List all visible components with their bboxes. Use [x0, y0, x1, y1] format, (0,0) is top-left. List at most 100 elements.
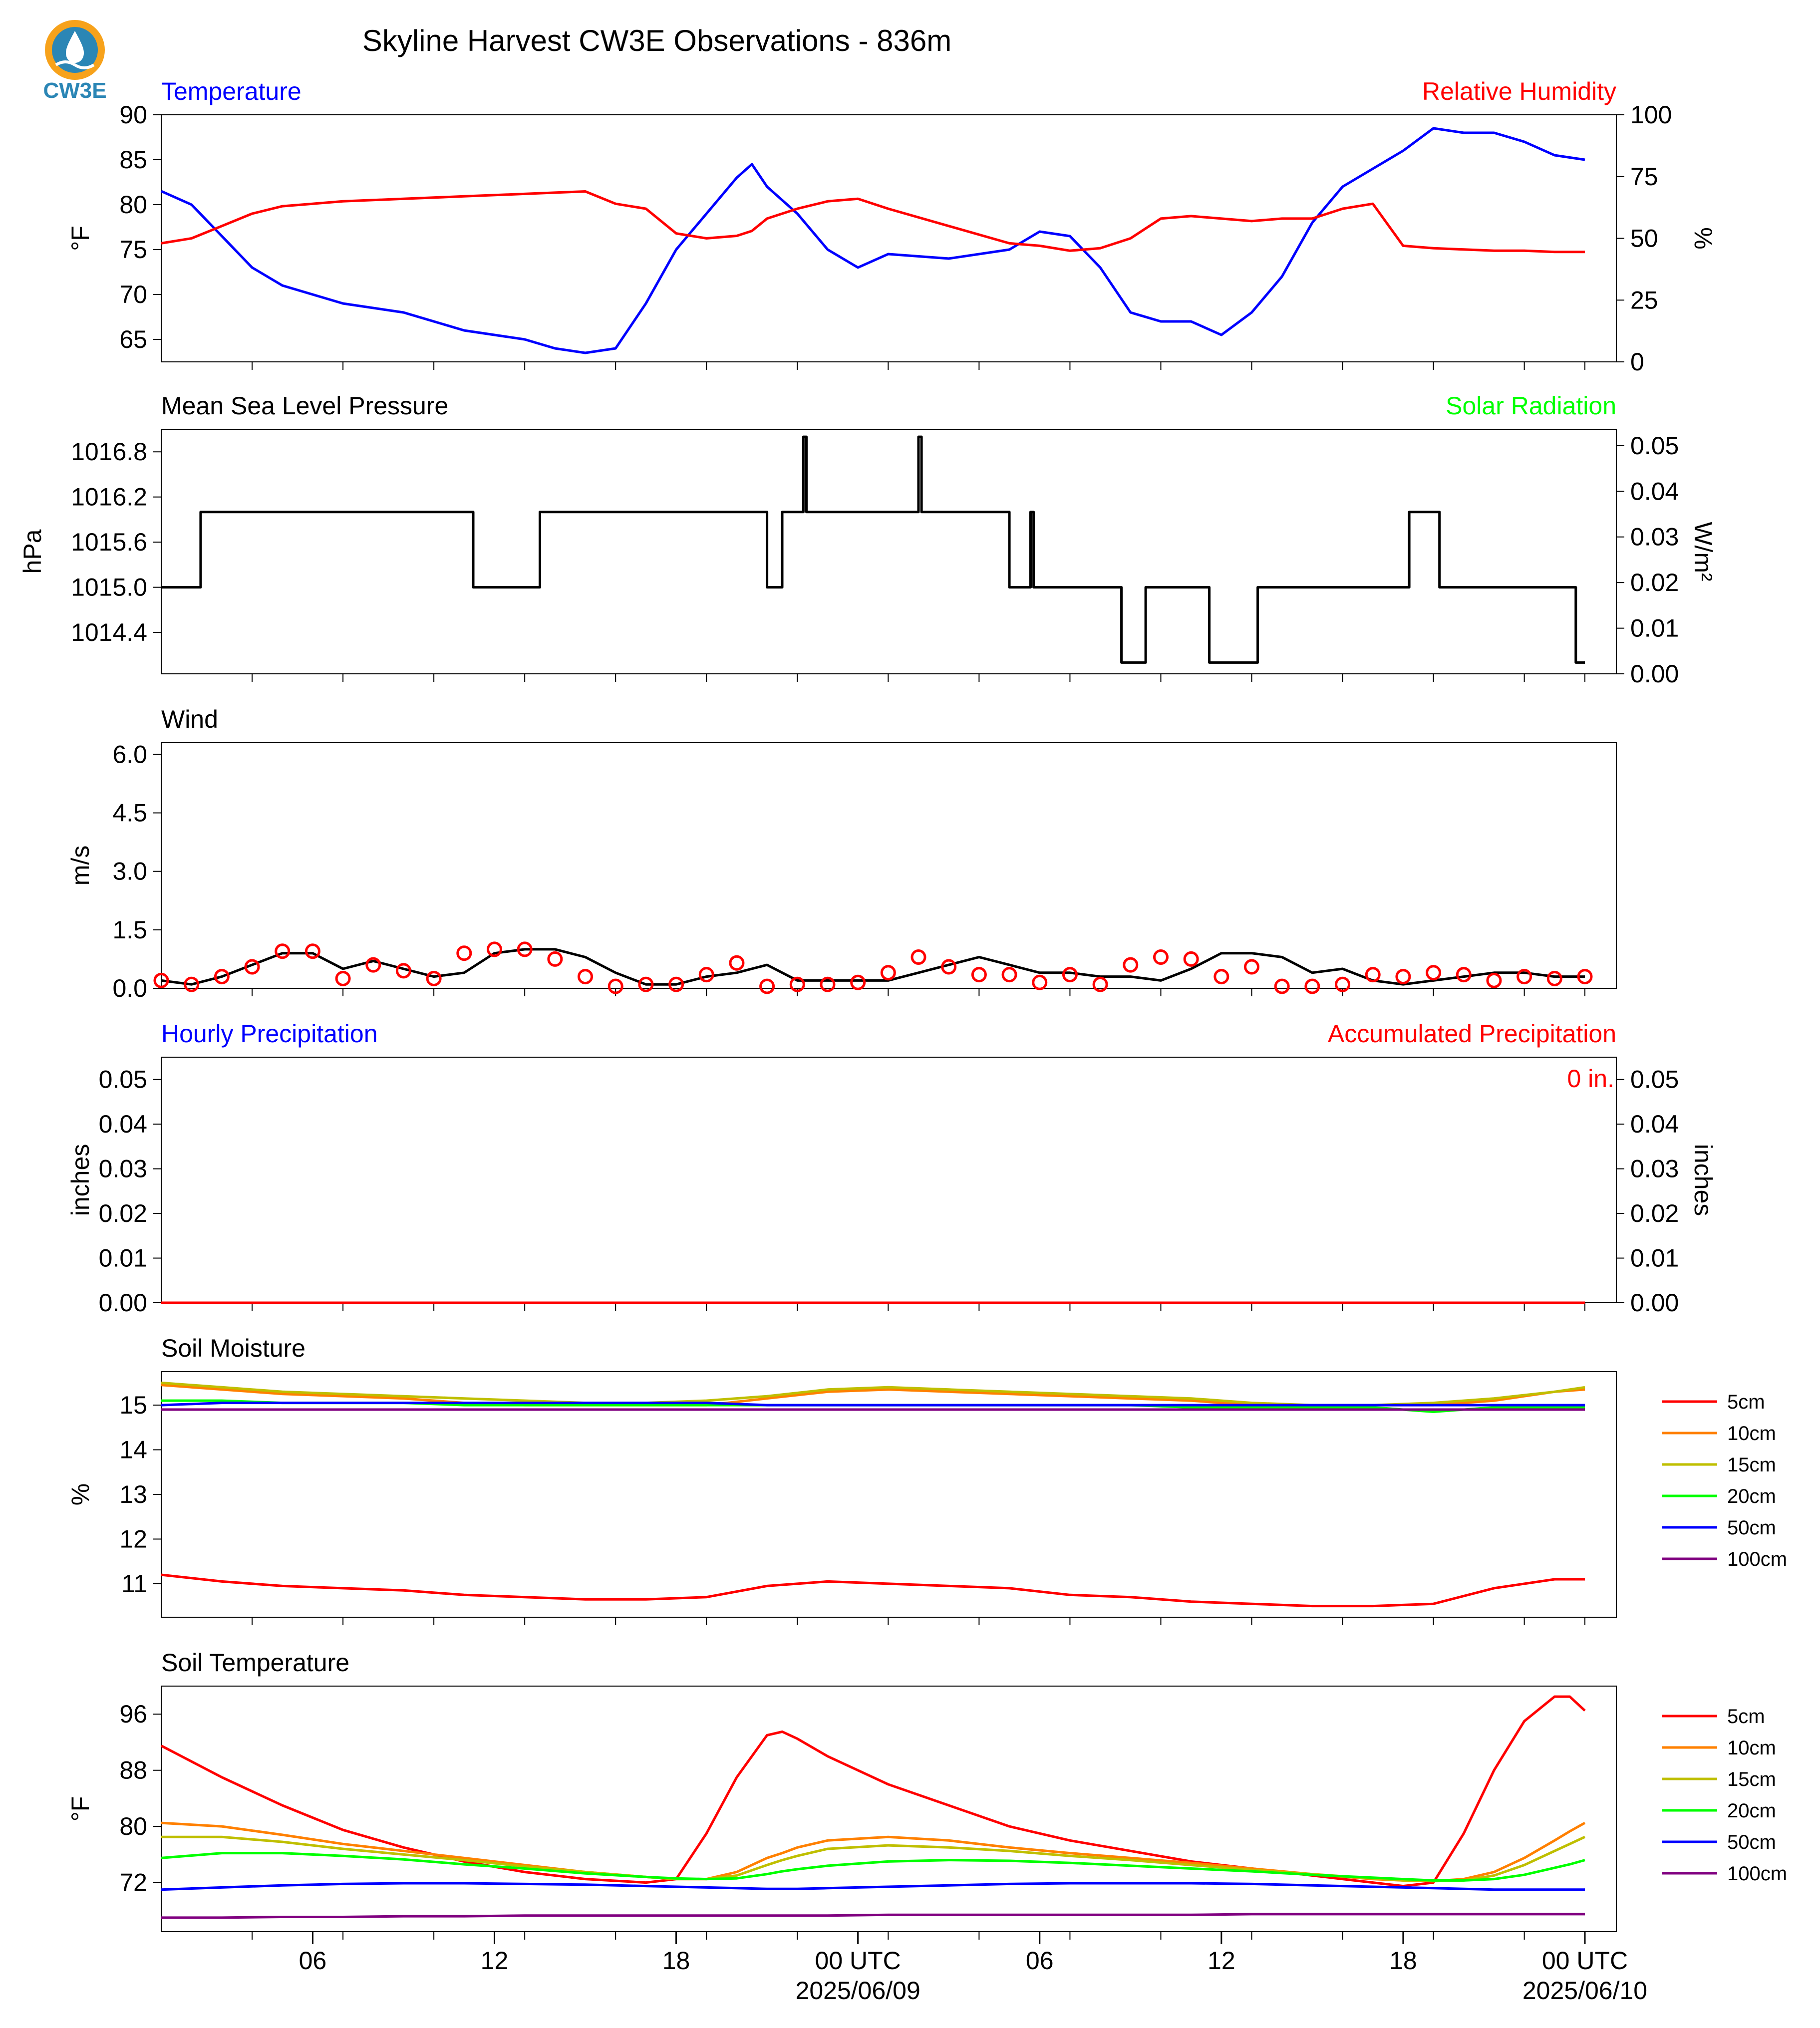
- series-line-relative-humidity: [161, 190, 1585, 254]
- wind-marker: [607, 978, 623, 994]
- y-tick-label: 75: [119, 236, 147, 264]
- legend-label: 15cm: [1727, 1454, 1776, 1476]
- x-tick-label: 00 UTC: [1542, 1947, 1628, 1975]
- y2-tick-label: 0.02: [1630, 1199, 1679, 1227]
- series-line-5cm: [161, 1573, 1585, 1608]
- series-line-50cm: [161, 1402, 1585, 1407]
- wind-marker: [1517, 969, 1532, 985]
- y-tick-label: 11: [121, 1570, 147, 1598]
- y-tick-label: 72: [119, 1869, 147, 1897]
- wind-marker: [1426, 965, 1442, 981]
- wind-marker: [1546, 970, 1562, 986]
- y-tick-label: 1014.4: [71, 618, 147, 646]
- y-tick-label: 0.04: [99, 1110, 147, 1138]
- y-tick-label: 6.0: [112, 740, 147, 768]
- wind-marker: [698, 967, 714, 983]
- legend-label: 20cm: [1727, 1485, 1776, 1507]
- wind-marker: [850, 974, 866, 990]
- legend-label: 5cm: [1727, 1391, 1765, 1413]
- legend-label: 20cm: [1727, 1800, 1776, 1822]
- y-tick-label: 90: [119, 101, 147, 129]
- y2-tick-label: 50: [1630, 225, 1658, 253]
- wind-marker: [547, 951, 563, 967]
- wind-marker: [304, 943, 320, 959]
- wind-marker: [1365, 967, 1381, 983]
- legend: 5cm 10cm 15cm 20cm 50cm 100cm: [1662, 1706, 1787, 1885]
- legend-label: 10cm: [1727, 1737, 1776, 1759]
- panel-title-right: Solar Radiation: [1446, 392, 1616, 420]
- panels: Temperature Relative Humidity 65 70 75 80 85 90…: [18, 77, 1787, 1940]
- wind-marker: [1486, 972, 1502, 988]
- wind-marker: [456, 945, 472, 961]
- panel-title-left: Hourly Precipitation: [161, 1020, 378, 1048]
- series-line-wind: [161, 948, 1585, 986]
- wind-marker: [1577, 969, 1593, 985]
- date-label: 2025/06/09: [796, 1977, 920, 2005]
- y-axis-label: °F: [66, 1796, 94, 1822]
- series-line-temperature: [160, 127, 1585, 354]
- y-tick-label: 1016.8: [71, 438, 147, 466]
- y-tick-label: 1015.6: [71, 528, 147, 556]
- y-tick-label: 0.0: [112, 974, 147, 1002]
- wind-marker: [517, 941, 533, 957]
- y2-tick-label: 0.04: [1630, 1110, 1679, 1138]
- legend: 5cm 10cm 15cm 20cm 50cm 100cm: [1662, 1391, 1787, 1570]
- y-tick-label: 1016.2: [71, 483, 147, 511]
- wind-marker: [668, 976, 684, 992]
- wind-marker: [941, 959, 957, 975]
- date-label: 2025/06/10: [1522, 1977, 1647, 2005]
- panel-soil_temperature: Soil Temperature 72 80 88 96 °F 5cm 10cm 15cm 20c…: [66, 1649, 1787, 1940]
- wind-marker: [1183, 951, 1199, 967]
- x-tick-label: 12: [1208, 1947, 1235, 1975]
- y-tick-label: 0.01: [99, 1244, 147, 1272]
- series-line-mean-sea-level-pressure: [161, 435, 1585, 664]
- y-tick-label: 0.00: [99, 1289, 147, 1317]
- panel-precip: Hourly Precipitation Accumulated Precipit…: [66, 1020, 1717, 1317]
- logo-wave-icon: [55, 60, 95, 69]
- wind-marker: [1274, 978, 1290, 994]
- y-tick-label: 85: [119, 146, 147, 174]
- wind-marker: [1092, 976, 1108, 992]
- y2-tick-label: 100: [1630, 101, 1672, 129]
- y-tick-label: 4.5: [112, 799, 147, 827]
- y-tick-label: 14: [119, 1436, 147, 1464]
- cw3e-logo: CW3E: [43, 20, 107, 103]
- wind-marker: [789, 976, 805, 992]
- logo-droplet-icon: [66, 31, 84, 63]
- series-line-100cm: [161, 1913, 1585, 1919]
- wind-marker: [1032, 974, 1048, 990]
- panel-wind: Wind 0.0 1.5 3.0 4.5 6.0 m/s: [66, 705, 1617, 1002]
- wind-marker: [578, 969, 594, 985]
- wind-marker: [1153, 949, 1169, 965]
- legend-label: 50cm: [1727, 1831, 1776, 1853]
- wind-marker: [1335, 976, 1351, 992]
- panel-title-right: Relative Humidity: [1422, 77, 1616, 105]
- legend-label: 100cm: [1727, 1863, 1787, 1885]
- y2-tick-label: 0.01: [1630, 1244, 1679, 1272]
- panel-title-left: Soil Moisture: [161, 1334, 305, 1362]
- wind-marker: [1456, 967, 1472, 983]
- wind-marker: [1213, 969, 1229, 985]
- logo-text: CW3E: [43, 78, 106, 103]
- y-axis-label: °F: [66, 226, 94, 251]
- figure-title: Skyline Harvest CW3E Observations - 836m: [362, 24, 951, 57]
- panel-frame: [161, 1057, 1617, 1303]
- wind-marker: [971, 967, 987, 983]
- y-tick-label: 0.05: [99, 1066, 147, 1094]
- wind-marker: [214, 969, 230, 985]
- wind-marker: [184, 976, 200, 992]
- x-tick-label: 06: [1026, 1947, 1054, 1975]
- y-axis-label: %: [66, 1483, 94, 1505]
- y2-tick-label: 0.02: [1630, 569, 1679, 596]
- y2-axis-label: W/m²: [1689, 522, 1717, 581]
- y-tick-label: 88: [119, 1756, 147, 1784]
- wind-marker: [335, 970, 351, 986]
- wind-marker: [426, 970, 442, 986]
- panel-temp_rh: Temperature Relative Humidity 65 70 75 80 85 90…: [66, 77, 1717, 376]
- wind-marker: [244, 959, 260, 975]
- y2-tick-label: 0: [1630, 348, 1644, 376]
- wind-marker: [1395, 969, 1411, 985]
- y2-tick-label: 0.00: [1630, 660, 1679, 688]
- wind-marker: [1304, 978, 1320, 994]
